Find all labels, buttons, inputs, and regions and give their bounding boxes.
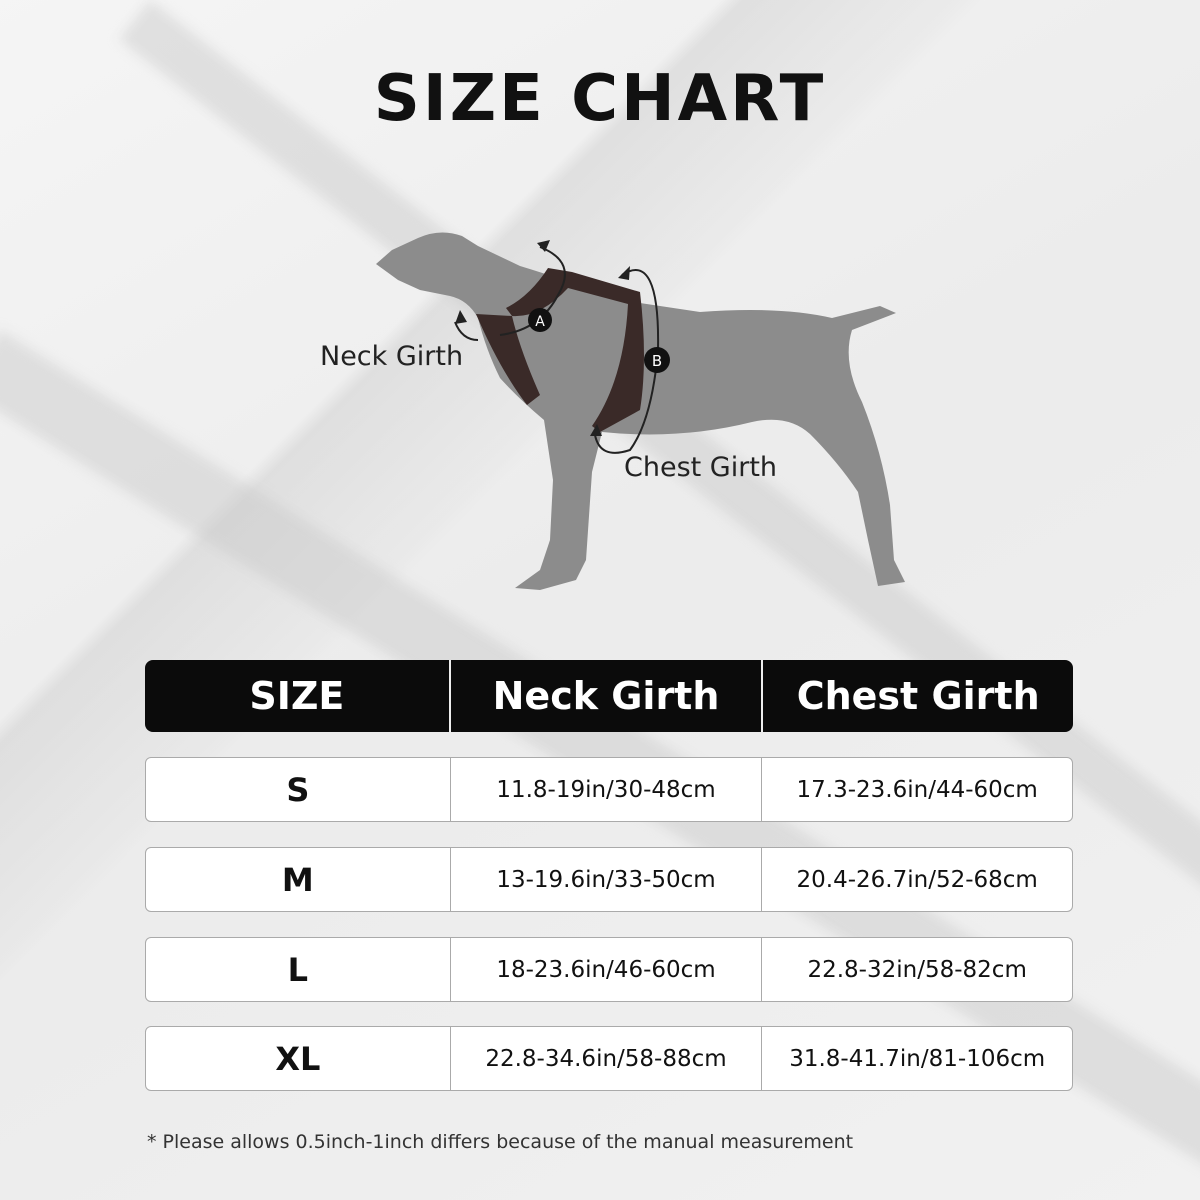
table-row: XL 22.8-34.6in/58-88cm 31.8-41.7in/81-10…	[145, 1026, 1073, 1091]
table-header: SIZE Neck Girth Chest Girth	[145, 660, 1073, 732]
marker-b	[644, 347, 670, 373]
arrow-head	[455, 310, 467, 324]
table-row: M 13-19.6in/33-50cm 20.4-26.7in/52-68cm	[145, 847, 1073, 912]
dog-diagram: A B	[376, 232, 905, 590]
chest-girth-label: Chest Girth	[624, 452, 778, 483]
marker-b-label: B	[652, 352, 662, 370]
harness-strap	[476, 268, 644, 432]
neck-cell: 18-23.6in/46-60cm	[451, 938, 763, 1001]
chest-cell: 22.8-32in/58-82cm	[807, 956, 1027, 983]
page-title: SIZE CHART	[373, 62, 827, 136]
arrow-head	[618, 266, 630, 280]
neck-girth-arrow	[454, 246, 566, 341]
table-row: L 18-23.6in/46-60cm 22.8-32in/58-82cm	[145, 937, 1073, 1002]
size-cell: XL	[146, 1027, 451, 1090]
chest-girth-arrow	[594, 269, 660, 454]
marker-a	[528, 308, 552, 332]
chest-cell: 31.8-41.7in/81-106cm	[789, 1045, 1046, 1072]
header-neck-girth: Neck Girth	[451, 660, 764, 732]
arrow-head	[590, 424, 602, 436]
arrow-head	[537, 240, 550, 252]
table-row: S 11.8-19in/30-48cm 17.3-23.6in/44-60cm	[145, 757, 1073, 822]
size-cell: M	[146, 848, 451, 911]
neck-cell: 22.8-34.6in/58-88cm	[451, 1027, 763, 1090]
dog-silhouette	[376, 232, 905, 590]
footnote: * Please allows 0.5inch-1inch differs be…	[147, 1131, 854, 1153]
chest-cell: 20.4-26.7in/52-68cm	[796, 866, 1038, 893]
neck-girth-label: Neck Girth	[320, 341, 464, 372]
marker-a-label: A	[535, 314, 545, 330]
size-cell: L	[146, 938, 451, 1001]
header-chest-girth: Chest Girth	[796, 674, 1040, 718]
neck-cell: 11.8-19in/30-48cm	[451, 758, 763, 821]
header-size: SIZE	[145, 660, 451, 732]
size-cell: S	[146, 758, 451, 821]
chest-cell: 17.3-23.6in/44-60cm	[796, 776, 1038, 803]
neck-cell: 13-19.6in/33-50cm	[451, 848, 763, 911]
